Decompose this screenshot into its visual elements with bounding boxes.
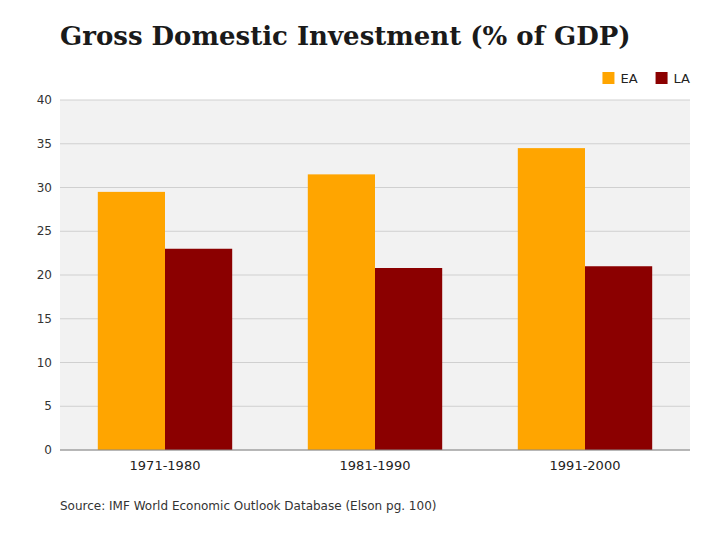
x-tick-label: 1991-2000	[550, 458, 621, 473]
y-tick-label: 0	[44, 443, 52, 457]
bar	[518, 148, 585, 450]
bars	[98, 148, 652, 450]
grid-line	[60, 100, 690, 101]
bar	[98, 192, 165, 450]
x-tick-label: 1971-1980	[130, 458, 201, 473]
legend: LA EA	[602, 71, 690, 86]
y-tick-label: 10	[37, 356, 52, 370]
y-tick-label: 15	[37, 312, 52, 326]
chart-container: Gross Domestic Investment (% of GDP) 0 5 10…	[0, 0, 720, 540]
bar	[308, 174, 375, 450]
y-tick-label: 35	[37, 137, 52, 151]
y-tick-label: 20	[37, 268, 52, 282]
bar	[585, 266, 652, 450]
legend-label: LA	[674, 71, 691, 86]
grid-line	[60, 450, 690, 451]
y-tick-label: 30	[37, 181, 52, 195]
x-tick-label: 1981-1990	[340, 458, 411, 473]
plot-background	[60, 100, 690, 450]
grid-line	[60, 143, 690, 144]
annotation: Source: IMF World Economic Outlook Datab…	[60, 499, 436, 513]
legend-label: EA	[620, 71, 637, 86]
legend-swatch	[656, 72, 668, 84]
bar	[375, 268, 442, 450]
chart-svg: Gross Domestic Investment (% of GDP) 0 5 10…	[0, 0, 720, 540]
title: Gross Domestic Investment (% of GDP)	[60, 21, 631, 51]
x-axis-line	[60, 450, 690, 451]
y-tick-label: 5	[44, 399, 52, 413]
y-tick-label: 40	[37, 93, 52, 107]
y-tick-label: 25	[37, 224, 52, 238]
bar	[165, 249, 232, 450]
legend-swatch	[602, 72, 614, 84]
grid	[60, 100, 690, 450]
